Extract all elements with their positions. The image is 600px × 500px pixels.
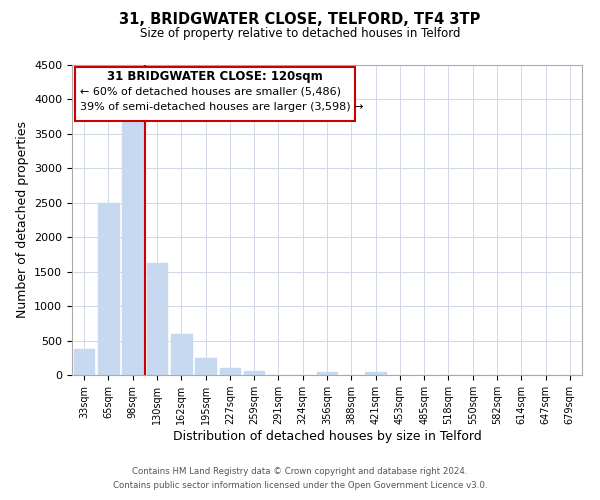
FancyBboxPatch shape (74, 66, 355, 121)
Text: 31, BRIDGWATER CLOSE, TELFORD, TF4 3TP: 31, BRIDGWATER CLOSE, TELFORD, TF4 3TP (119, 12, 481, 28)
Bar (220, 368, 240, 375)
X-axis label: Distribution of detached houses by size in Telford: Distribution of detached houses by size … (173, 430, 481, 443)
Bar (365, 372, 386, 375)
Text: 31 BRIDGWATER CLOSE: 120sqm: 31 BRIDGWATER CLOSE: 120sqm (107, 70, 323, 82)
Bar (122, 118, 143, 375)
Bar (146, 262, 167, 375)
Y-axis label: Number of detached properties: Number of detached properties (16, 122, 29, 318)
Bar (244, 371, 265, 375)
Bar (195, 358, 216, 375)
Text: ← 60% of detached houses are smaller (5,486): ← 60% of detached houses are smaller (5,… (80, 86, 341, 97)
Bar (98, 203, 119, 375)
Bar (171, 334, 191, 375)
Bar (74, 349, 94, 375)
Text: 39% of semi-detached houses are larger (3,598) →: 39% of semi-detached houses are larger (… (80, 102, 363, 112)
Text: Contains public sector information licensed under the Open Government Licence v3: Contains public sector information licen… (113, 481, 487, 490)
Bar (317, 372, 337, 375)
Text: Contains HM Land Registry data © Crown copyright and database right 2024.: Contains HM Land Registry data © Crown c… (132, 467, 468, 476)
Text: Size of property relative to detached houses in Telford: Size of property relative to detached ho… (140, 28, 460, 40)
